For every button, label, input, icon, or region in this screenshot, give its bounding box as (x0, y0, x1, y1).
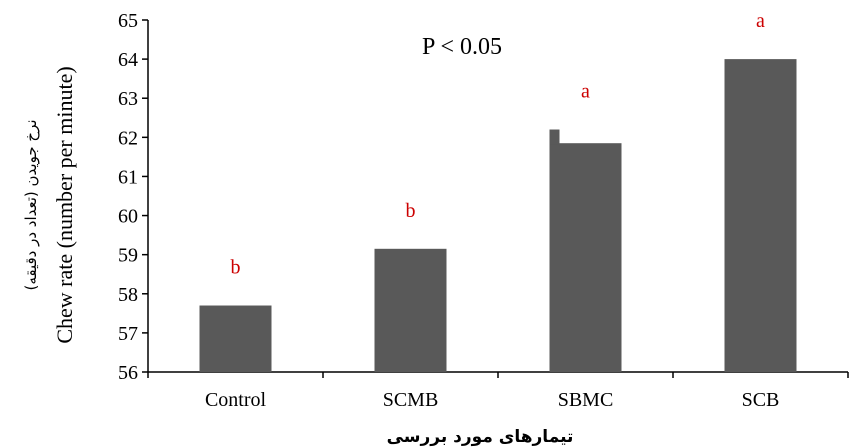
bar-scmb (374, 248, 447, 372)
y-axis-label: Chew rate (number per minute) (52, 66, 77, 343)
x-tick-label: SCB (742, 389, 780, 411)
y-tick-label: 58 (118, 284, 138, 306)
x-tick-label: SBMC (558, 389, 614, 411)
y-tick-label: 65 (118, 10, 138, 32)
y-axis-title: Chew rate (number per minute) نرخ جویدن … (22, 66, 77, 343)
x-axis-label-persian: تیمارهای مورد بررسی (387, 427, 574, 447)
bar-sbmc (549, 143, 622, 372)
y-tick-label: 61 (118, 166, 138, 188)
y-tick-label: 62 (118, 127, 138, 149)
x-tick-label: Control (205, 389, 267, 411)
y-axis: 56 57 58 59 60 61 62 63 64 65 (118, 10, 149, 384)
significance-letter: b (406, 200, 416, 222)
significance-labels: b b a a (231, 10, 766, 278)
significance-letter: a (581, 81, 590, 103)
y-tick-label: 64 (118, 49, 138, 71)
y-tick-label: 56 (118, 362, 138, 384)
significance-letter: a (756, 10, 765, 32)
x-axis: Control SCMB SBMC SCB (147, 371, 849, 411)
significance-letter: b (231, 257, 241, 279)
x-tick-label: SCMB (383, 389, 439, 411)
y-tick-label: 57 (118, 323, 138, 345)
bar-sbmc-step (549, 129, 560, 145)
y-tick-label: 60 (118, 206, 138, 228)
bar-control (199, 305, 272, 372)
y-tick-label: 63 (118, 88, 138, 110)
y-tick-label: 59 (118, 245, 138, 267)
bars-group (199, 59, 797, 372)
p-value-annotation: P < 0.05 (422, 34, 502, 60)
bar-scb (724, 59, 797, 372)
y-axis-label-persian: نرخ جویدن (تعداد در دقیقه) (22, 119, 40, 290)
